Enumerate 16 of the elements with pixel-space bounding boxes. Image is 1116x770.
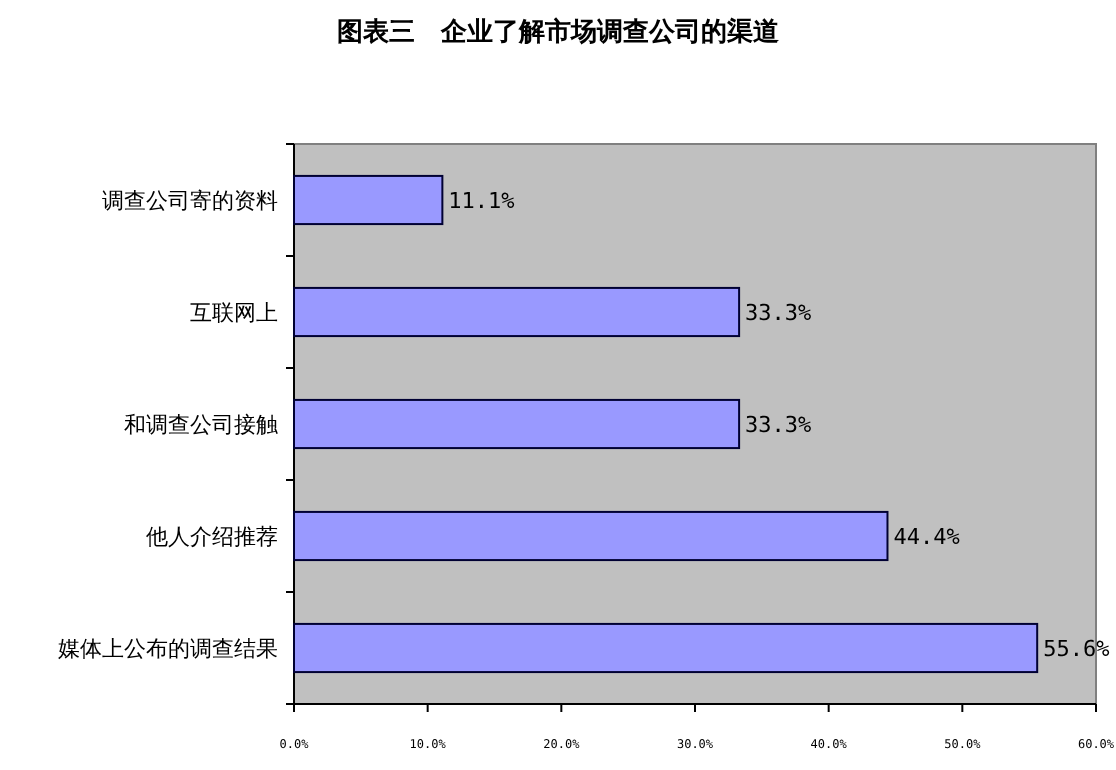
bar (293, 398, 741, 450)
chart-title: 图表三 企业了解市场调查公司的渠道 (337, 16, 781, 48)
data-label: 33.3% (745, 412, 813, 438)
bar (293, 622, 1039, 674)
data-label: 11.1% (448, 188, 516, 214)
bar (293, 286, 741, 338)
y-tick-label: 调查公司寄的资料 (102, 188, 278, 214)
data-label: 55.6% (1043, 636, 1111, 662)
y-tick-label: 他人介绍推荐 (146, 524, 278, 550)
data-label: 33.3% (745, 300, 813, 326)
y-tick-label: 互联网上 (190, 300, 278, 326)
bar (293, 510, 889, 562)
y-tick-label: 媒体上公布的调查结果 (58, 636, 278, 662)
y-tick-label: 和调查公司接触 (124, 412, 278, 438)
bar (293, 174, 444, 226)
data-label: 44.4% (893, 524, 961, 550)
